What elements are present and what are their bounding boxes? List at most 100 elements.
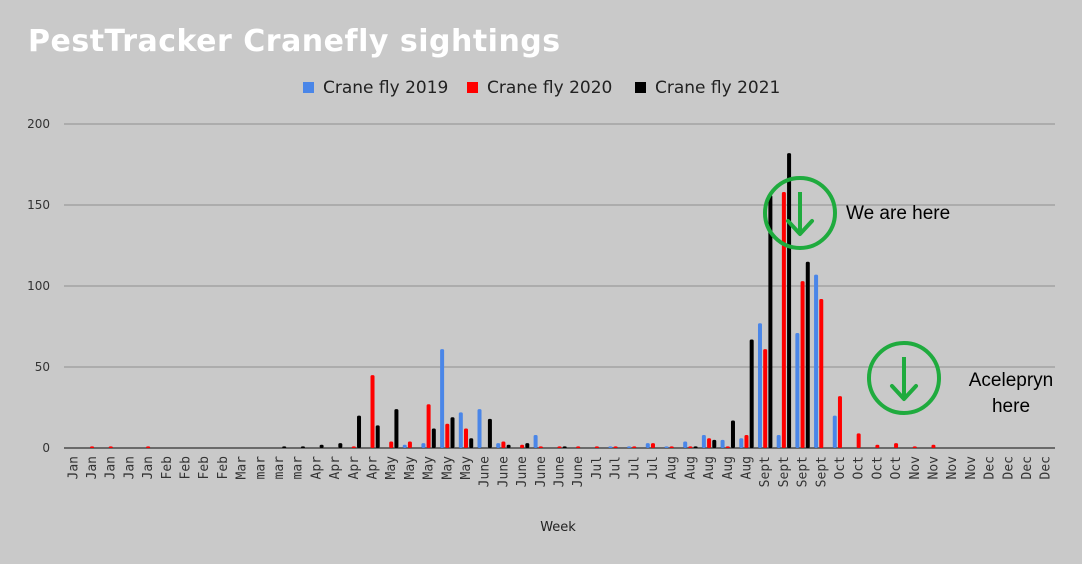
bars-group — [90, 153, 936, 448]
legend-swatch-2019 — [303, 82, 314, 93]
x-tick-label: Nov — [908, 456, 923, 480]
bar-crane-fly-2021 — [562, 446, 567, 448]
bar-crane-fly-2020 — [613, 446, 618, 448]
bar-crane-fly-2019 — [627, 446, 632, 448]
x-tick-label: Sept — [814, 456, 829, 487]
x-tick-label: mar — [291, 456, 306, 480]
bar-crane-fly-2019 — [402, 444, 407, 448]
x-tick-label: Sept — [758, 456, 773, 487]
legend-label-2021: Crane fly 2021 — [655, 78, 781, 98]
bar-crane-fly-2020 — [146, 446, 151, 448]
y-tick-label: 100 — [27, 279, 50, 293]
bar-crane-fly-2020 — [464, 428, 469, 448]
x-tick-label: Jan — [104, 456, 119, 479]
bar-crane-fly-2020 — [445, 423, 450, 448]
x-tick-label: Nov — [964, 456, 979, 480]
bar-crane-fly-2021 — [431, 428, 436, 448]
bar-crane-fly-2021 — [749, 339, 754, 448]
x-tick-label: Jul — [590, 456, 605, 479]
bar-crane-fly-2019 — [608, 446, 613, 448]
bar-crane-fly-2021 — [319, 444, 324, 448]
down-arrow-icon — [890, 384, 918, 401]
x-tick-label: Aug — [721, 456, 736, 479]
x-axis-label: Week — [540, 520, 576, 535]
x-tick-label: June — [534, 456, 549, 487]
bar-crane-fly-2021 — [394, 409, 399, 448]
bar-crane-fly-2021 — [805, 261, 810, 448]
legend-item-2021: Crane fly 2021 — [635, 78, 780, 98]
bar-crane-fly-2020 — [688, 446, 693, 448]
x-tick-label: Jan — [66, 456, 81, 479]
x-tick-label: Aug — [702, 456, 717, 479]
bar-crane-fly-2021 — [712, 439, 717, 448]
x-tick-label: June — [553, 456, 568, 487]
x-tick-label: Apr — [309, 456, 324, 480]
bar-crane-fly-2021 — [693, 446, 698, 448]
bar-crane-fly-2020 — [594, 446, 599, 448]
bar-crane-fly-2020 — [707, 438, 712, 448]
bar-crane-fly-2020 — [557, 446, 562, 448]
bar-crane-fly-2019 — [533, 435, 538, 448]
bar-crane-fly-2019 — [832, 415, 837, 448]
acelepryn-label-line-1: Acelepryn — [968, 370, 1054, 391]
x-tick-label: Oct — [889, 456, 904, 479]
bar-crane-fly-2021 — [357, 415, 362, 448]
bar-crane-fly-2019 — [701, 435, 706, 448]
we-are-here-marker — [763, 176, 837, 250]
gridlines — [64, 123, 1055, 449]
x-tick-label: Apr — [328, 456, 343, 480]
legend-item-2020: Crane fly 2020 — [467, 78, 612, 98]
bar-crane-fly-2021 — [525, 443, 530, 448]
x-tick-label: Mar — [235, 456, 250, 480]
x-axis-ticks: Jan Jan Jan Jan Jan Feb Feb Feb Feb Mar mar mar mar A… — [66, 456, 1053, 487]
bar-crane-fly-2020 — [931, 444, 936, 448]
bar-crane-fly-2020 — [370, 375, 375, 448]
bar-crane-fly-2020 — [426, 404, 431, 448]
bar-crane-fly-2019 — [739, 438, 744, 448]
y-axis-ticks: 0 50 100 150 200 — [27, 117, 50, 455]
y-tick-label: 0 — [42, 441, 50, 455]
x-tick-label: May — [459, 456, 474, 480]
bar-crane-fly-2019 — [814, 274, 819, 448]
bar-crane-fly-2020 — [819, 298, 824, 448]
bar-crane-fly-2021 — [282, 446, 287, 448]
acelepryn-label-line-2: here — [991, 396, 1031, 417]
x-tick-label: Feb — [197, 456, 212, 480]
bar-crane-fly-2020 — [875, 444, 880, 448]
x-tick-label: Oct — [852, 456, 867, 479]
x-tick-label: Jan — [141, 456, 156, 479]
bar-crane-fly-2020 — [837, 396, 842, 448]
bar-crane-fly-2020 — [90, 446, 95, 448]
bar-crane-fly-2020 — [389, 441, 394, 448]
x-tick-label: Jul — [627, 456, 642, 479]
bar-crane-fly-2019 — [440, 349, 445, 448]
bar-crane-fly-2020 — [856, 433, 861, 448]
x-tick-label: Feb — [160, 456, 175, 480]
x-tick-label: Dec — [1039, 456, 1054, 479]
x-tick-label: Dec — [1020, 456, 1035, 479]
bar-crane-fly-2019 — [776, 435, 781, 448]
bar-crane-fly-2020 — [632, 446, 637, 448]
bar-crane-fly-2021 — [730, 420, 735, 448]
x-tick-label: Nov — [945, 456, 960, 480]
x-tick-label: Aug — [665, 456, 680, 479]
x-tick-label: Apr — [347, 456, 362, 480]
x-tick-label: June — [496, 456, 511, 487]
bar-crane-fly-2019 — [477, 409, 482, 448]
x-tick-label: Sept — [777, 456, 792, 487]
x-tick-label: Feb — [216, 456, 231, 480]
bar-crane-fly-2019 — [421, 443, 426, 448]
bar-crane-fly-2019 — [458, 412, 463, 448]
legend-label-2019: Crane fly 2019 — [323, 78, 449, 98]
bar-crane-fly-2019 — [496, 443, 501, 448]
bar-crane-fly-2021 — [375, 425, 380, 448]
bar-crane-fly-2020 — [108, 446, 113, 448]
down-arrow-icon — [786, 219, 814, 236]
bar-crane-fly-2019 — [645, 443, 650, 448]
bar-crane-fly-2020 — [781, 192, 786, 448]
x-tick-label: Dec — [983, 456, 998, 479]
bar-crane-fly-2020 — [763, 349, 768, 448]
legend-swatch-2021 — [635, 82, 646, 93]
chart-title: PestTracker Cranefly sightings — [28, 24, 561, 59]
